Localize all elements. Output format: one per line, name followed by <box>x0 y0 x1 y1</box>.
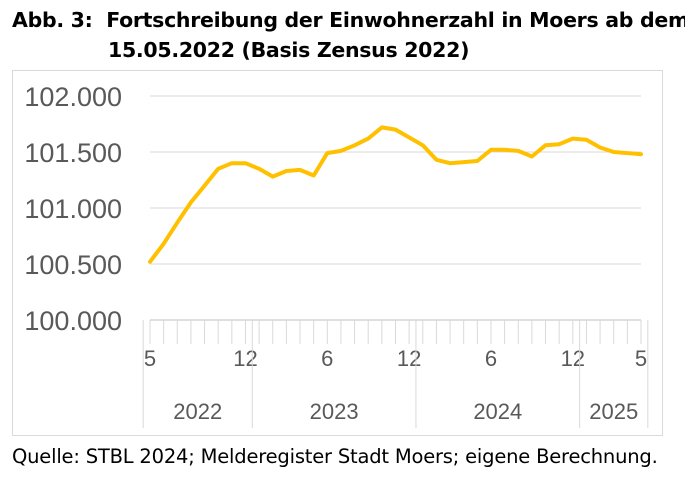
x-tick-label: 12 <box>397 346 421 371</box>
x-tick-label: 12 <box>233 346 257 371</box>
year-label: 2023 <box>310 399 359 424</box>
figure-number: Abb. 3: <box>12 8 93 32</box>
x-tick-label: 5 <box>144 346 156 371</box>
figure-title-line-2: 15.05.2022 (Basis Zensus 2022) <box>108 38 470 62</box>
figure-title-line-1: Abb. 3: Fortschreibung der Einwohnerzahl… <box>12 8 685 32</box>
source-note: Quelle: STBL 2024; Melderegister Stadt M… <box>12 445 658 468</box>
series-line <box>148 125 643 264</box>
year-label: 2025 <box>589 399 638 424</box>
figure-title-text: Fortschreibung der Einwohnerzahl in Moer… <box>106 8 685 32</box>
y-tick-label: 102.000 <box>24 82 122 112</box>
x-tick-label: 12 <box>561 346 585 371</box>
chart-frame <box>12 70 663 436</box>
year-label: 2024 <box>473 399 522 424</box>
y-tick-label: 100.000 <box>24 306 122 336</box>
x-tick-label: 5 <box>635 346 647 371</box>
y-tick-label: 101.000 <box>24 194 122 224</box>
year-label: 2022 <box>173 399 222 424</box>
y-tick-label: 101.500 <box>24 138 122 168</box>
x-tick-label: 6 <box>321 346 333 371</box>
y-tick-label: 100.500 <box>24 250 122 280</box>
x-tick-label: 6 <box>485 346 497 371</box>
